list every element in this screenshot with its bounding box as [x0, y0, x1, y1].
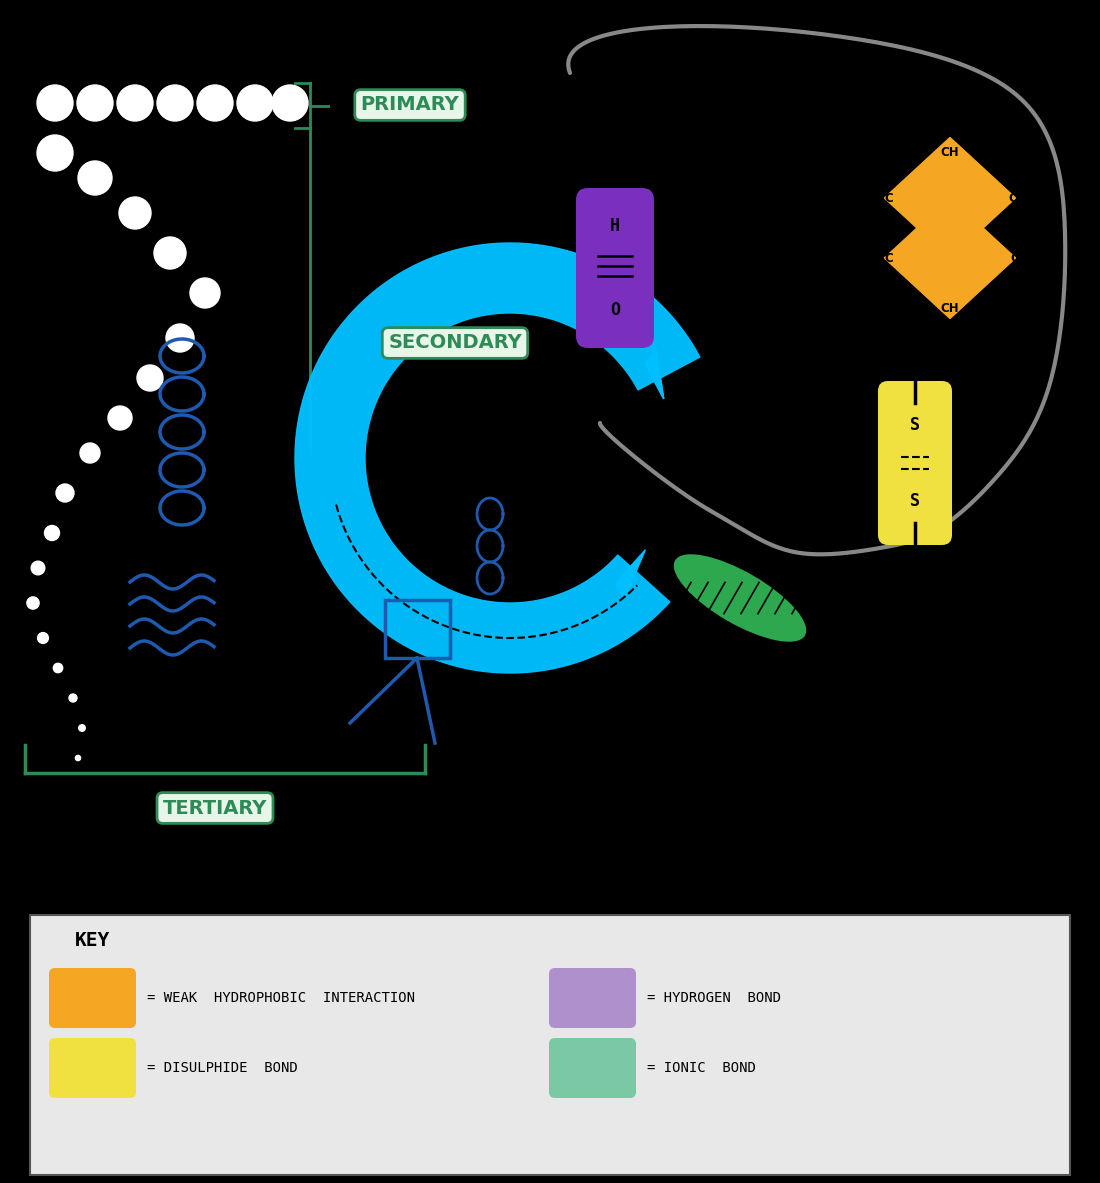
- Circle shape: [119, 198, 151, 230]
- Circle shape: [166, 324, 194, 353]
- Circle shape: [44, 525, 59, 541]
- FancyBboxPatch shape: [50, 1037, 136, 1098]
- Circle shape: [79, 725, 86, 731]
- Text: NH₃⁺: NH₃⁺: [766, 563, 799, 576]
- Text: CH: CH: [1011, 252, 1030, 265]
- Text: = IONIC  BOND: = IONIC BOND: [647, 1061, 756, 1075]
- Circle shape: [80, 442, 100, 463]
- Text: TERTIARY: TERTIARY: [163, 799, 267, 817]
- Circle shape: [77, 85, 113, 121]
- Text: SECONDARY: SECONDARY: [388, 334, 521, 353]
- Bar: [385, 600, 450, 658]
- Circle shape: [138, 366, 163, 392]
- Text: H₃C: H₃C: [871, 252, 895, 265]
- Text: H₃C: H₃C: [871, 192, 895, 205]
- Text: CH: CH: [940, 147, 959, 160]
- Text: = WEAK  HYDROPHOBIC  INTERACTION: = WEAK HYDROPHOBIC INTERACTION: [147, 991, 415, 1006]
- Circle shape: [37, 135, 73, 172]
- Text: PRIMARY: PRIMARY: [361, 96, 460, 115]
- FancyBboxPatch shape: [878, 381, 952, 545]
- Circle shape: [117, 85, 153, 121]
- Polygon shape: [886, 198, 1015, 318]
- Polygon shape: [645, 349, 663, 399]
- Circle shape: [76, 756, 80, 761]
- Text: S: S: [910, 492, 920, 510]
- Circle shape: [31, 561, 45, 575]
- Circle shape: [108, 406, 132, 429]
- Polygon shape: [295, 243, 700, 673]
- Text: O⁻: O⁻: [696, 614, 714, 627]
- FancyBboxPatch shape: [576, 188, 654, 348]
- Circle shape: [56, 484, 74, 502]
- Circle shape: [236, 85, 273, 121]
- Text: CH₃: CH₃: [1008, 192, 1032, 205]
- Circle shape: [26, 597, 40, 609]
- Text: S: S: [910, 416, 920, 434]
- FancyBboxPatch shape: [549, 1037, 636, 1098]
- Text: O: O: [610, 300, 620, 319]
- Polygon shape: [645, 349, 663, 399]
- Polygon shape: [615, 550, 646, 601]
- FancyBboxPatch shape: [549, 968, 636, 1028]
- Circle shape: [157, 85, 192, 121]
- Circle shape: [53, 664, 63, 673]
- Text: KEY: KEY: [75, 931, 110, 950]
- Circle shape: [190, 278, 220, 308]
- FancyBboxPatch shape: [30, 914, 1070, 1175]
- Text: H: H: [610, 216, 620, 235]
- Circle shape: [37, 85, 73, 121]
- Circle shape: [69, 694, 77, 702]
- Ellipse shape: [674, 555, 806, 641]
- Polygon shape: [886, 138, 1015, 258]
- Circle shape: [272, 85, 308, 121]
- Circle shape: [37, 633, 48, 644]
- FancyBboxPatch shape: [50, 968, 136, 1028]
- Text: CH: CH: [940, 302, 959, 315]
- Circle shape: [154, 237, 186, 269]
- Text: = HYDROGEN  BOND: = HYDROGEN BOND: [647, 991, 781, 1006]
- Circle shape: [78, 161, 112, 195]
- Text: = DISULPHIDE  BOND: = DISULPHIDE BOND: [147, 1061, 298, 1075]
- Circle shape: [197, 85, 233, 121]
